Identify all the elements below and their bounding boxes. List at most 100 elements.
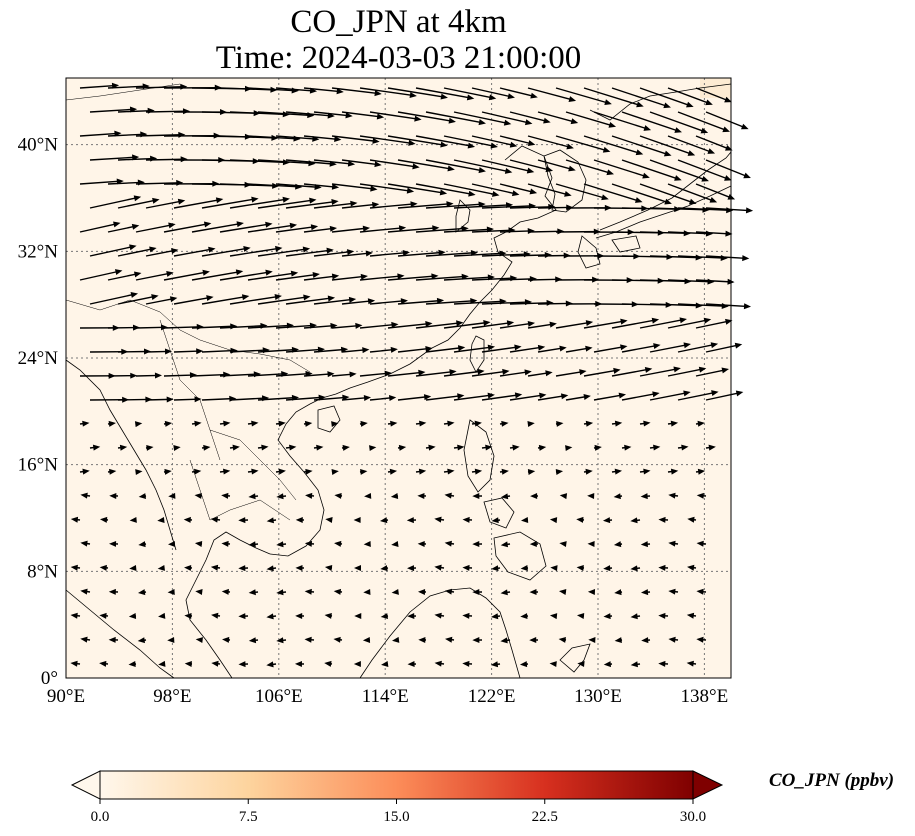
wind-vector bbox=[519, 661, 529, 668]
wind-vector bbox=[331, 183, 378, 192]
wind-vector bbox=[303, 135, 342, 142]
wind-vector bbox=[667, 183, 718, 203]
wind-vector bbox=[363, 588, 371, 595]
wind-vector bbox=[333, 588, 343, 595]
wind-vector bbox=[163, 420, 173, 427]
lat-tick-label: 40°N bbox=[18, 135, 59, 156]
wind-vector bbox=[453, 344, 496, 353]
wind-vector bbox=[369, 445, 377, 452]
wind-vector bbox=[247, 270, 299, 281]
wind-vector bbox=[194, 492, 203, 499]
wind-vector bbox=[639, 135, 696, 156]
wind-vector bbox=[529, 541, 539, 548]
wind-vector bbox=[471, 135, 518, 148]
wind-vector bbox=[555, 87, 612, 106]
wind-vector bbox=[89, 444, 101, 451]
wind-vector bbox=[238, 661, 249, 668]
lon-tick-label: 130°E bbox=[574, 686, 622, 707]
wind-vector bbox=[194, 541, 203, 547]
japan-honshu-coast bbox=[599, 151, 732, 231]
wind-vector bbox=[247, 468, 259, 475]
wind-vector bbox=[221, 588, 231, 595]
wind-vector bbox=[499, 135, 536, 146]
country-borders bbox=[65, 83, 311, 521]
wind-vector bbox=[705, 444, 716, 451]
wind-vector bbox=[324, 565, 333, 571]
wind-vector bbox=[565, 345, 593, 353]
wind-vector bbox=[630, 565, 641, 572]
wind-vector bbox=[520, 565, 529, 572]
wind-vector bbox=[325, 517, 333, 524]
wind-vector bbox=[509, 392, 547, 401]
wind-vector bbox=[390, 493, 399, 500]
wind-vector bbox=[453, 444, 465, 451]
wind-vector bbox=[705, 390, 744, 401]
wind-vector bbox=[173, 295, 214, 305]
wind-vector bbox=[341, 444, 350, 451]
wind-vector bbox=[621, 343, 661, 353]
wind-vector bbox=[537, 393, 569, 401]
wind-vector bbox=[630, 661, 641, 668]
wind-vector bbox=[555, 183, 609, 201]
wind-vector bbox=[611, 317, 660, 329]
wind-vector bbox=[425, 159, 486, 174]
wind-vector bbox=[397, 159, 455, 172]
wind-vector bbox=[696, 588, 707, 595]
lat-tick-label: 16°N bbox=[18, 455, 59, 476]
north-coast bbox=[589, 83, 732, 121]
wind-vector bbox=[434, 516, 445, 523]
wind-vector bbox=[221, 540, 231, 547]
wind-vector bbox=[649, 159, 709, 182]
wind-vector bbox=[313, 200, 358, 209]
wind-vector bbox=[248, 541, 259, 548]
wind-vector bbox=[520, 613, 529, 620]
wind-vector bbox=[221, 492, 231, 499]
wind-vector bbox=[583, 468, 593, 475]
wind-vector bbox=[434, 564, 445, 571]
wind-vector bbox=[550, 565, 558, 572]
wind-vector bbox=[472, 637, 483, 644]
wind-vector bbox=[107, 468, 117, 475]
wind-vector bbox=[583, 420, 594, 427]
wind-vector bbox=[667, 366, 707, 377]
wind-vector bbox=[499, 369, 532, 377]
wind-vector bbox=[621, 159, 682, 181]
wind-vector bbox=[303, 273, 340, 281]
border-laos-vietnam bbox=[209, 429, 297, 501]
wind-vector bbox=[602, 517, 613, 524]
wind-vector bbox=[107, 372, 138, 379]
wind-vector bbox=[639, 183, 697, 205]
wind-vector bbox=[397, 297, 445, 305]
wind-vector bbox=[109, 540, 119, 547]
wind-vector bbox=[705, 342, 743, 353]
wind-vector bbox=[305, 492, 315, 499]
wind-vector bbox=[587, 493, 595, 500]
lat-tick-label: 8°N bbox=[27, 561, 58, 582]
wind-vector bbox=[145, 198, 186, 209]
wind-vector bbox=[696, 636, 707, 643]
wind-vector bbox=[219, 221, 273, 233]
wind-vector bbox=[443, 135, 498, 149]
wind-vector bbox=[537, 159, 576, 172]
wind-vector bbox=[387, 135, 448, 148]
wind-vector bbox=[359, 370, 392, 377]
wind-vector bbox=[391, 588, 399, 595]
wind-vector bbox=[363, 540, 371, 547]
wind-vector bbox=[499, 87, 538, 99]
wind-vector bbox=[472, 493, 483, 500]
wind-vector bbox=[387, 273, 439, 281]
wind-vector bbox=[362, 637, 371, 644]
wind-vector bbox=[145, 348, 173, 355]
wind-vector bbox=[359, 420, 368, 427]
wind-vector bbox=[397, 201, 454, 209]
colorbar-ticks: 0.0 7.5 15.0 22.5 30.0 bbox=[91, 799, 706, 825]
wind-vector bbox=[109, 492, 119, 499]
wind-vector bbox=[80, 636, 91, 643]
wind-vector bbox=[229, 294, 282, 305]
wind-vector bbox=[705, 303, 752, 310]
lon-tick-label: 90°E bbox=[47, 686, 85, 707]
wind-vector bbox=[705, 111, 749, 130]
wind-vector bbox=[333, 636, 343, 643]
wind-vector bbox=[471, 420, 482, 427]
wind-vector bbox=[359, 321, 399, 329]
